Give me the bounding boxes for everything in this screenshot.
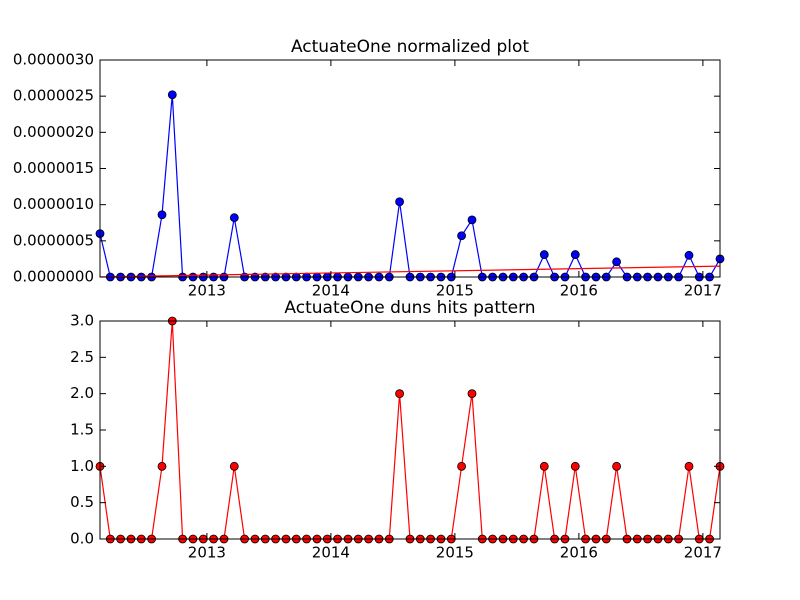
y-tick-label: 2.0: [70, 384, 94, 402]
point: [684, 250, 694, 260]
point: [612, 257, 621, 267]
x-tick-label: 2017: [684, 544, 722, 562]
y-tick-label: 0.0000000: [13, 268, 94, 286]
y-tick-label: 0.0000010: [13, 195, 94, 213]
y-tick-label: 0.0: [70, 530, 94, 548]
point: [467, 215, 477, 225]
y-tick-label: 3.0: [70, 312, 94, 330]
plot-frame: [99, 59, 721, 278]
point: [570, 461, 580, 471]
chart-title: ActuateOne duns hits pattern: [284, 298, 535, 318]
x-tick-label: 2014: [312, 544, 350, 562]
y-tick-label: 1.0: [70, 457, 94, 475]
x-tick-label: 2015: [436, 544, 474, 562]
y-tick-label: 0.5: [70, 493, 94, 511]
x-tick-label: 2013: [188, 544, 226, 562]
x-tick-label: 2013: [188, 282, 226, 300]
y-tick-label: 0.0000015: [13, 159, 94, 177]
point: [167, 90, 177, 100]
point: [539, 461, 549, 471]
point: [457, 461, 466, 471]
x-tick-label: 2016: [560, 282, 598, 300]
point: [612, 461, 621, 471]
point: [570, 250, 580, 259]
point: [395, 389, 404, 399]
x-tick-label: 2017: [684, 282, 722, 300]
x-tick-label: 2014: [312, 282, 350, 300]
y-tick-label: 0.0000025: [13, 87, 94, 105]
point: [684, 461, 694, 471]
x-tick-label: 2015: [436, 282, 474, 300]
point: [539, 250, 549, 259]
point: [157, 210, 167, 220]
x-tick-label: 2016: [560, 544, 598, 562]
point: [157, 461, 167, 471]
series-line: [99, 94, 721, 278]
point: [229, 461, 239, 471]
y-tick-label: 0.0000030: [13, 51, 94, 69]
y-tick-label: 0.0000005: [13, 231, 94, 249]
y-tick-label: 1.5: [70, 421, 94, 439]
point: [229, 213, 239, 223]
chart-title: ActuateOne normalized plot: [291, 37, 529, 57]
y-tick-label: 2.5: [70, 348, 94, 366]
series-line: [99, 320, 721, 540]
plot-frame: [99, 320, 721, 540]
series-line: [99, 265, 721, 278]
point: [457, 231, 466, 241]
y-tick-label: 0.0000020: [13, 123, 94, 141]
point: [467, 389, 477, 399]
point: [395, 197, 404, 207]
